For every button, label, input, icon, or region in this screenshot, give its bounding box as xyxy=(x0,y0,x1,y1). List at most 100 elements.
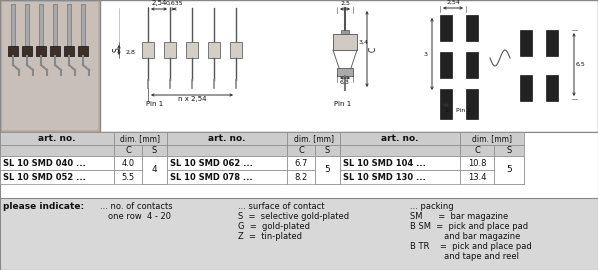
Bar xyxy=(315,156,340,184)
Text: B SM  =  pick and place pad: B SM = pick and place pad xyxy=(410,222,528,231)
Bar xyxy=(167,170,287,184)
Bar xyxy=(337,68,353,76)
Bar xyxy=(287,156,315,170)
Bar xyxy=(315,170,340,184)
Text: art. no.: art. no. xyxy=(382,134,419,143)
Bar xyxy=(114,132,167,145)
Bar xyxy=(142,42,154,58)
Bar xyxy=(64,46,74,56)
Bar xyxy=(466,52,478,78)
Bar xyxy=(287,132,340,145)
Bar xyxy=(340,156,460,170)
Bar xyxy=(494,170,524,184)
Bar xyxy=(142,156,167,184)
Text: 8.2: 8.2 xyxy=(294,173,307,181)
Bar xyxy=(440,15,452,41)
Text: and tape and reel: and tape and reel xyxy=(410,252,519,261)
Text: 2,54: 2,54 xyxy=(151,0,167,6)
Text: C: C xyxy=(125,146,131,155)
Bar xyxy=(466,15,478,41)
Bar xyxy=(81,4,85,46)
Text: 1: 1 xyxy=(444,108,448,113)
Bar xyxy=(440,89,452,119)
Text: n x 2,54: n x 2,54 xyxy=(178,96,206,102)
Bar xyxy=(22,46,32,56)
Text: SL 10 SMD 104 ...: SL 10 SMD 104 ... xyxy=(343,158,426,167)
Bar xyxy=(167,132,287,145)
Bar xyxy=(186,42,198,58)
Text: dim. [mm]: dim. [mm] xyxy=(294,134,334,143)
Text: 2,5: 2,5 xyxy=(340,1,350,6)
Bar xyxy=(0,156,114,170)
Text: G  =  gold-plated: G = gold-plated xyxy=(238,222,310,231)
Bar xyxy=(494,156,524,170)
Text: ... no. of contacts: ... no. of contacts xyxy=(100,202,173,211)
Bar xyxy=(460,170,494,184)
Text: art. no.: art. no. xyxy=(38,134,76,143)
Bar xyxy=(287,145,315,156)
Bar xyxy=(67,4,71,46)
Bar xyxy=(546,75,558,101)
Text: 2,8: 2,8 xyxy=(125,49,135,55)
Text: SM      =  bar magazine: SM = bar magazine xyxy=(410,212,508,221)
Text: please indicate:: please indicate: xyxy=(3,202,84,211)
Text: SL 10 SMD 040 ...: SL 10 SMD 040 ... xyxy=(3,158,86,167)
Bar xyxy=(39,4,43,46)
Bar xyxy=(341,30,349,34)
Bar xyxy=(460,156,494,170)
Text: 2,54: 2,54 xyxy=(446,0,460,5)
Bar xyxy=(520,30,532,56)
Text: Pin 1: Pin 1 xyxy=(456,108,471,113)
Bar xyxy=(78,46,88,56)
Bar xyxy=(167,156,287,170)
Text: S: S xyxy=(507,146,512,155)
Bar xyxy=(287,170,315,184)
Text: C: C xyxy=(474,146,480,155)
Text: Pin 1: Pin 1 xyxy=(146,101,163,107)
Bar xyxy=(315,156,340,170)
Bar xyxy=(0,170,114,184)
Bar xyxy=(0,198,598,270)
Text: dim. [mm]: dim. [mm] xyxy=(472,134,512,143)
Text: B TR    =  pick and place pad: B TR = pick and place pad xyxy=(410,242,532,251)
Bar xyxy=(315,145,340,156)
Text: Z  =  tin-plated: Z = tin-plated xyxy=(238,232,302,241)
Text: SL 10 SMD 062 ...: SL 10 SMD 062 ... xyxy=(170,158,253,167)
Bar xyxy=(340,132,460,145)
Text: 5.5: 5.5 xyxy=(121,173,135,181)
Bar xyxy=(114,170,142,184)
Bar xyxy=(340,145,460,156)
Text: one row  4 - 20: one row 4 - 20 xyxy=(108,212,171,221)
Bar xyxy=(0,145,114,156)
Bar xyxy=(114,145,142,156)
Bar xyxy=(460,132,524,145)
Text: S: S xyxy=(325,146,330,155)
Bar xyxy=(36,46,46,56)
Bar xyxy=(0,0,598,132)
Bar xyxy=(494,156,524,184)
Bar xyxy=(466,89,478,119)
Bar xyxy=(546,30,558,56)
Bar xyxy=(25,4,29,46)
Text: 6.7: 6.7 xyxy=(294,158,308,167)
Bar xyxy=(520,75,532,101)
Bar xyxy=(440,52,452,78)
Bar xyxy=(11,4,15,46)
Text: SL 10 SMD 078 ...: SL 10 SMD 078 ... xyxy=(170,173,252,181)
Text: SL 10 SMD 052 ...: SL 10 SMD 052 ... xyxy=(3,173,86,181)
Text: S  =  selective gold-plated: S = selective gold-plated xyxy=(238,212,349,221)
Bar xyxy=(114,156,142,170)
Text: 3: 3 xyxy=(424,52,428,56)
Bar xyxy=(53,4,57,46)
Bar xyxy=(167,145,287,156)
Bar xyxy=(50,46,60,56)
Text: art. no.: art. no. xyxy=(208,134,246,143)
Bar xyxy=(142,145,167,156)
Bar xyxy=(164,42,176,58)
Text: 6,3: 6,3 xyxy=(340,80,350,85)
Text: C: C xyxy=(298,146,304,155)
Bar xyxy=(230,42,242,58)
Text: 13.4: 13.4 xyxy=(468,173,486,181)
Bar xyxy=(0,132,114,145)
Text: 5: 5 xyxy=(506,166,512,174)
